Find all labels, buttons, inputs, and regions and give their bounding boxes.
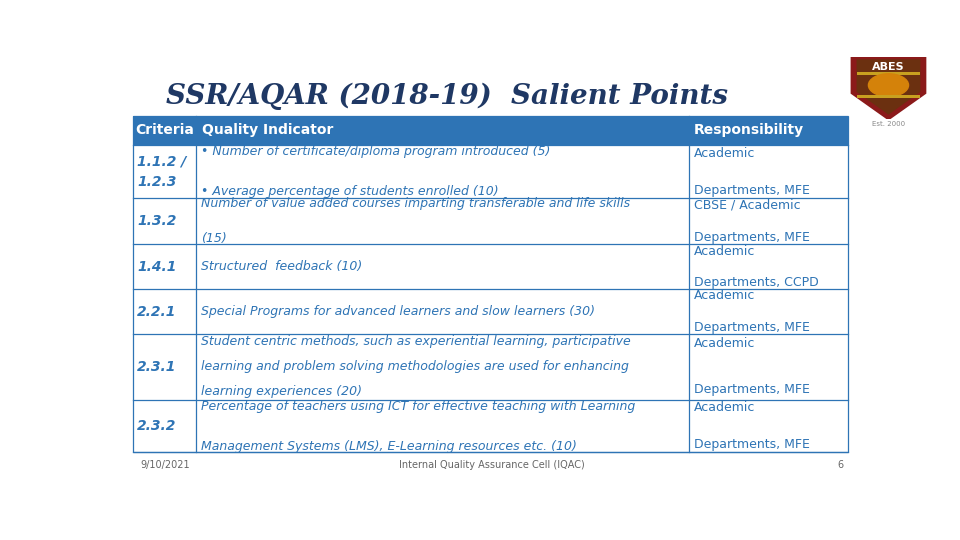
Bar — [856, 95, 921, 98]
Circle shape — [869, 74, 908, 97]
Bar — [133, 198, 848, 245]
Text: Special Programs for advanced learners and slow learners (30): Special Programs for advanced learners a… — [202, 305, 595, 318]
Text: Management Systems (LMS), E-Learning resources etc. (10): Management Systems (LMS), E-Learning res… — [202, 440, 577, 453]
Text: • Number of certificate/diploma program introduced (5): • Number of certificate/diploma program … — [202, 145, 551, 158]
Text: 9/10/2021: 9/10/2021 — [141, 460, 190, 470]
Text: 2.2.1: 2.2.1 — [137, 305, 177, 319]
Text: Internal Quality Assurance Cell (IQAC): Internal Quality Assurance Cell (IQAC) — [399, 460, 585, 470]
Bar — [133, 400, 848, 453]
Bar — [133, 245, 848, 289]
Text: Number of value added courses imparting transferable and life skills: Number of value added courses imparting … — [202, 197, 631, 210]
Text: Departments, MFE: Departments, MFE — [693, 231, 809, 244]
PathPatch shape — [856, 59, 921, 114]
Text: Criteria: Criteria — [135, 124, 194, 138]
Text: ABES: ABES — [873, 62, 904, 72]
Text: Academic: Academic — [693, 147, 755, 160]
Text: 2.3.1: 2.3.1 — [137, 360, 177, 374]
Text: CBSE / Academic: CBSE / Academic — [693, 198, 800, 211]
Text: 1.4.1: 1.4.1 — [137, 260, 177, 274]
Text: Departments, MFE: Departments, MFE — [693, 383, 809, 396]
Text: Quality Indicator: Quality Indicator — [203, 124, 333, 138]
Text: learning and problem solving methodologies are used for enhancing: learning and problem solving methodologi… — [202, 360, 630, 373]
Text: Structured  feedback (10): Structured feedback (10) — [202, 260, 363, 273]
Text: Percentage of teachers using ICT for effective teaching with Learning: Percentage of teachers using ICT for eff… — [202, 400, 636, 413]
Bar — [133, 334, 848, 400]
Text: Academic: Academic — [693, 289, 755, 302]
Text: Responsibility: Responsibility — [693, 124, 804, 138]
Text: 6: 6 — [838, 460, 844, 470]
Text: 1.3.2: 1.3.2 — [137, 214, 177, 228]
Text: Departments, MFE: Departments, MFE — [693, 184, 809, 197]
Text: Departments, CCPD: Departments, CCPD — [693, 276, 818, 289]
Text: SSR/AQAR (2018-19)  Salient Points: SSR/AQAR (2018-19) Salient Points — [166, 82, 729, 110]
Text: Student centric methods, such as experiential learning, participative: Student centric methods, such as experie… — [202, 335, 632, 348]
Bar — [133, 116, 848, 145]
Bar — [133, 116, 848, 453]
Text: Academic: Academic — [693, 338, 755, 350]
Bar — [856, 72, 921, 75]
Text: Departments, MFE: Departments, MFE — [693, 438, 809, 451]
Text: (15): (15) — [202, 232, 228, 245]
Text: Est. 2000: Est. 2000 — [872, 122, 905, 127]
Text: learning experiences (20): learning experiences (20) — [202, 386, 363, 399]
Text: Academic: Academic — [693, 245, 755, 258]
Text: 1.1.2 /
1.2.3: 1.1.2 / 1.2.3 — [137, 154, 186, 189]
PathPatch shape — [852, 57, 924, 119]
Bar — [133, 289, 848, 334]
Text: Academic: Academic — [693, 401, 755, 414]
Text: 2.3.2: 2.3.2 — [137, 419, 177, 433]
Text: • Average percentage of students enrolled (10): • Average percentage of students enrolle… — [202, 185, 499, 198]
Text: Departments, MFE: Departments, MFE — [693, 321, 809, 334]
Bar — [133, 145, 848, 198]
